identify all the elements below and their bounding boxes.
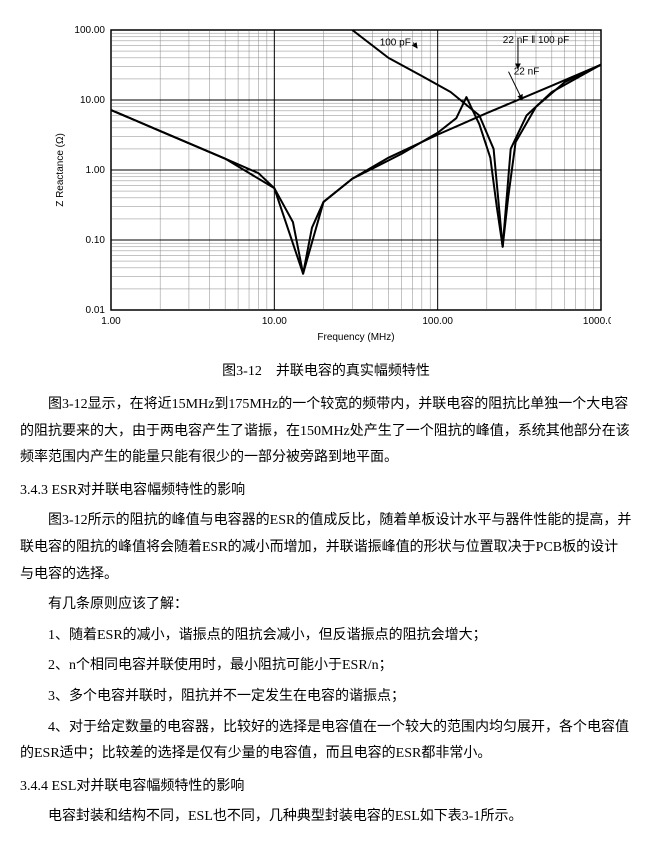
svg-text:Frequency (MHz): Frequency (MHz)	[317, 332, 394, 343]
paragraph-1: 图3-12显示，在将近15MHz到175MHz的一个较宽的频带内，并联电容的阻抗…	[20, 392, 632, 472]
section-heading-344: 3.4.4 ESL对并联电容幅频特性的影响	[20, 774, 632, 801]
svg-text:0.10: 0.10	[86, 235, 106, 246]
figure-caption: 图3-12 并联电容的真实幅频特性	[20, 360, 632, 380]
svg-text:10.00: 10.00	[80, 95, 105, 106]
principle-item-4: 4、对于给定数量的电容器，比较好的选择是电容值在一个较大的范围内均匀展开，各个电…	[20, 715, 632, 768]
svg-text:Z Reactance (Ω): Z Reactance (Ω)	[55, 133, 66, 207]
svg-text:100 pF: 100 pF	[380, 38, 411, 49]
svg-text:0.01: 0.01	[86, 305, 106, 316]
svg-text:1.00: 1.00	[86, 165, 106, 176]
svg-text:22 nF: 22 nF	[514, 67, 540, 78]
paragraph-3: 有几条原则应该了解：	[20, 592, 632, 619]
svg-text:1.00: 1.00	[101, 316, 121, 327]
svg-text:1000.00: 1000.00	[583, 316, 611, 327]
svg-text:10.00: 10.00	[262, 316, 287, 327]
section-heading-343: 3.4.3 ESR对并联电容幅频特性的影响	[20, 478, 632, 505]
paragraph-2: 图3-12所示的阻抗的峰值与电容器的ESR的值成反比，随着单板设计水平与器件性能…	[20, 508, 632, 588]
principle-item-1: 1、随着ESR的减小，谐振点的阻抗会减小，但反谐振点的阻抗会增大；	[20, 623, 632, 650]
principle-item-3: 3、多个电容并联时，阻抗并不一定发生在电容的谐振点；	[20, 684, 632, 711]
paragraph-4: 电容封装和结构不同，ESL也不同，几种典型封装电容的ESL如下表3-1所示。	[20, 804, 632, 831]
impedance-chart: 1.00 10.00 100.00 1000.00 0.01 0.10 1.00 10.00 1…	[41, 20, 611, 350]
svg-text:22 nF ‖ 100 pF: 22 nF ‖ 100 pF	[503, 35, 569, 46]
chart-svg: 1.00 10.00 100.00 1000.00 0.01 0.10 1.00 10.00 1…	[41, 20, 611, 350]
svg-text:100.00: 100.00	[74, 25, 105, 36]
principle-item-2: 2、n个相同电容并联使用时，最小阻抗可能小于ESR/n；	[20, 653, 632, 680]
svg-text:100.00: 100.00	[422, 316, 453, 327]
